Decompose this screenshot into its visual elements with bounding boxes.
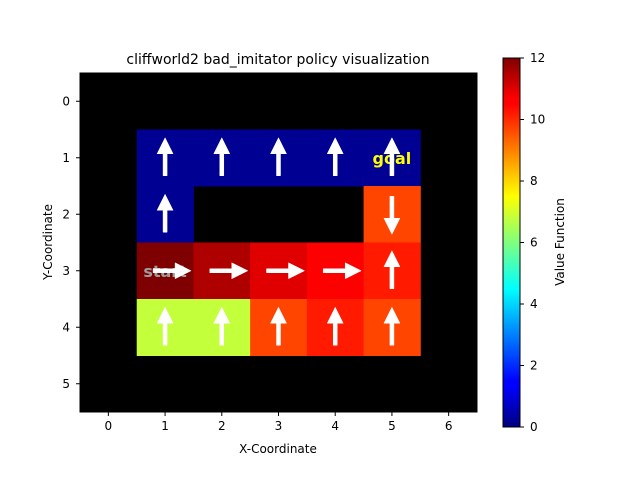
- y-tick-label: 3: [62, 264, 70, 278]
- policy-arrow-up: [156, 193, 174, 233]
- colorbar-tick-label: 4: [530, 297, 538, 311]
- policy-arrow-up: [213, 137, 231, 176]
- policy-arrow-up: [383, 137, 401, 176]
- x-tick-label: 1: [161, 419, 169, 433]
- colorbar-tick-label: 10: [530, 113, 545, 127]
- x-tick-label: 0: [105, 419, 113, 433]
- policy-arrow-right: [152, 262, 192, 280]
- policy-arrow-up: [213, 306, 231, 346]
- colorbar-gradient: [502, 57, 521, 428]
- y-tick-label: 4: [62, 320, 70, 334]
- colorbar-tick-label: 12: [530, 51, 545, 65]
- policy-arrow-up: [156, 306, 174, 346]
- policy-arrow-down: [383, 196, 401, 235]
- policy-arrow-up: [383, 250, 401, 289]
- y-axis: 0 1 2 3 4 5: [62, 94, 80, 391]
- y-axis-label: Y-Coordinate: [41, 204, 55, 281]
- x-tick-label: 4: [331, 419, 339, 433]
- policy-arrow-up: [326, 306, 344, 346]
- y-tick-label: 0: [62, 94, 70, 108]
- y-tick-label: 2: [62, 207, 70, 221]
- x-tick-label: 2: [218, 419, 226, 433]
- chart-title: cliffworld2 bad_imitator policy visualiz…: [126, 52, 429, 68]
- colorbar-tick-label: 2: [530, 359, 538, 373]
- x-axis: 0 1 2 3 4 5 6: [105, 412, 453, 433]
- policy-arrow-up: [383, 306, 401, 346]
- policy-arrow-right: [322, 262, 362, 280]
- y-tick-label: 5: [62, 377, 70, 391]
- x-tick-label: 6: [445, 419, 453, 433]
- colorbar-tick-label: 6: [530, 236, 538, 250]
- policy-arrow-right: [266, 262, 306, 280]
- x-axis-label: X-Coordinate: [239, 442, 317, 456]
- colorbar: 0 2 4 6 8 10 12: [502, 51, 545, 434]
- policy-arrow-up: [270, 137, 287, 176]
- policy-arrow-up: [270, 306, 287, 346]
- x-tick-label: 5: [388, 419, 396, 433]
- y-tick-label: 1: [62, 151, 70, 165]
- policy-arrow-up: [156, 137, 174, 176]
- plot-area: goalstart: [79, 72, 478, 413]
- policy-arrow-right: [209, 262, 249, 280]
- colorbar-tick-label: 0: [530, 420, 538, 434]
- policy-arrow-up: [326, 137, 344, 176]
- colorbar-label: Value Function: [553, 198, 567, 286]
- colorbar-tick-label: 8: [530, 174, 538, 188]
- x-tick-label: 3: [275, 419, 283, 433]
